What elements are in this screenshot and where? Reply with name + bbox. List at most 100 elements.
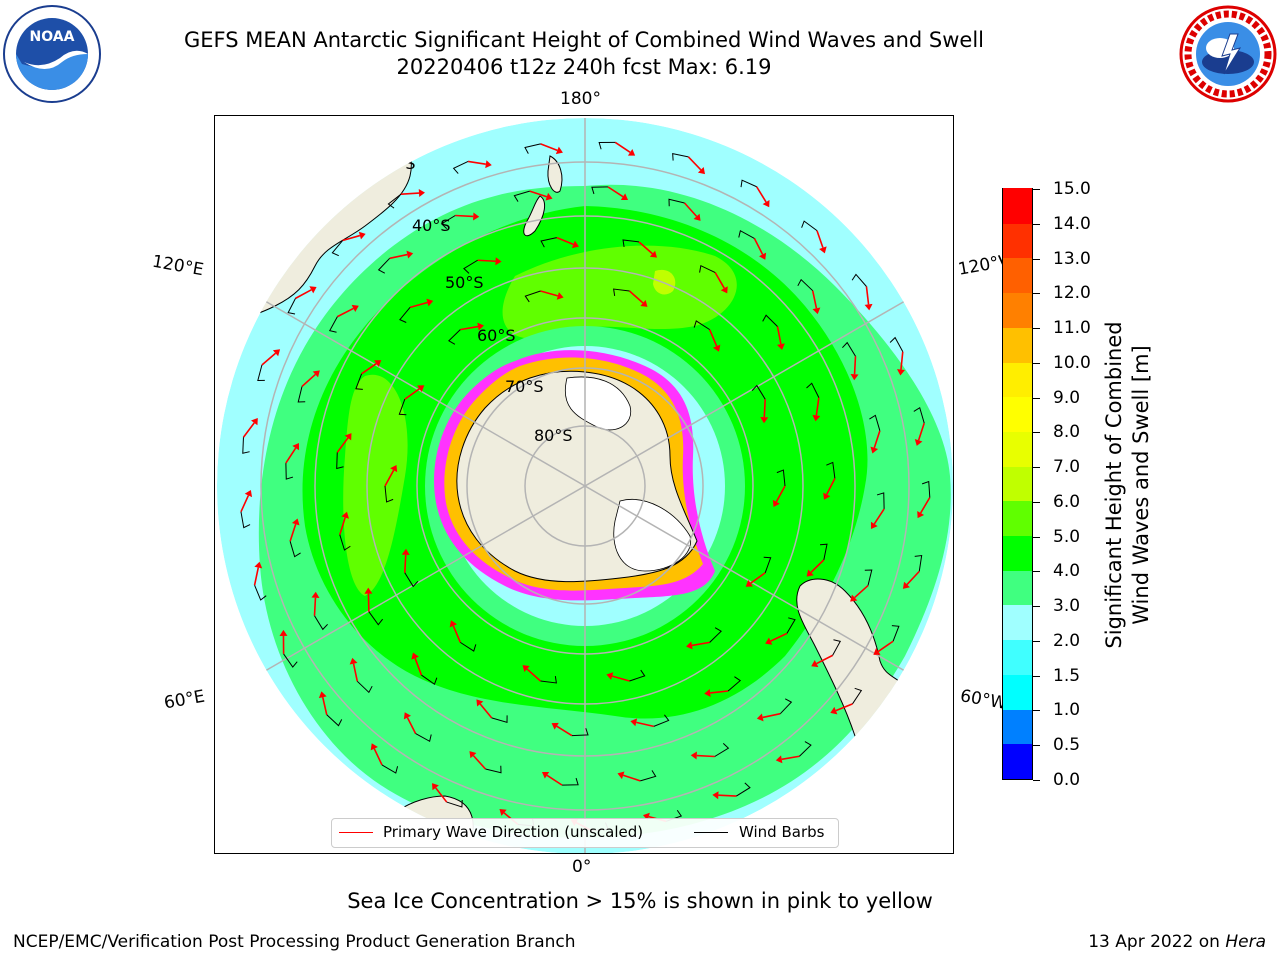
colorbar-tick-label: 13.0	[1053, 248, 1091, 269]
antarctic-wave-height-map: 30°S 40°S 50°S 60°S 70°S 80°S	[214, 115, 954, 854]
colorbar-tick-label: 14.0	[1053, 213, 1091, 234]
wave-direction-arrowhead	[374, 360, 382, 367]
wave-direction-arrowhead	[370, 743, 378, 751]
wave-direction-arrow	[683, 202, 698, 217]
legend-wave-direction-label: Primary Wave Direction (unscaled)	[383, 823, 644, 841]
colorbar-segment	[1003, 500, 1032, 537]
lat-label-40s: 40°S	[412, 216, 451, 235]
wave-direction-arrow	[628, 290, 644, 304]
wave-direction-arrow	[776, 326, 782, 345]
wave-direction-arrowhead	[812, 414, 821, 422]
wave-direction-arrow	[900, 351, 904, 370]
wave-direction-arrowhead	[522, 665, 530, 673]
footer-left: NCEP/EMC/Verification Post Processing Pr…	[13, 932, 576, 952]
wave-direction-arrowhead	[341, 511, 349, 519]
wave-direction-arrow	[854, 584, 869, 599]
wind-barb	[326, 714, 343, 727]
wind-barb	[851, 273, 867, 287]
wave-direction-arrow	[906, 570, 920, 586]
wave-direction-arrowhead	[485, 160, 492, 169]
wave-direction-arrowhead	[756, 713, 764, 722]
colorbar-tick-label: 1.0	[1053, 700, 1081, 721]
wind-barb	[446, 799, 463, 808]
colorbar-tick-label: 10.0	[1053, 352, 1091, 373]
wave-direction-arrow	[873, 430, 881, 449]
wind-barb	[289, 541, 301, 558]
wave-direction-arrow	[762, 712, 781, 719]
colorbar-tick	[1033, 432, 1040, 434]
wave-direction-arrowhead	[819, 246, 827, 254]
wave-direction-arrow	[400, 192, 420, 195]
wind-barb	[356, 680, 373, 694]
wind-barb	[540, 237, 557, 248]
wave-direction-arrow	[467, 160, 486, 165]
wave-direction-arrowhead	[403, 712, 412, 720]
wave-direction-arrowhead	[896, 369, 905, 376]
wind-barb	[864, 569, 873, 586]
wave-direction-arrow	[409, 301, 428, 309]
wave-direction-arrowhead	[873, 648, 881, 655]
wind-barb	[727, 676, 742, 692]
wave-direction-arrowhead	[551, 722, 559, 730]
wave-direction-arrowhead	[850, 594, 858, 602]
wave-direction-arrow	[336, 437, 349, 453]
colorbar-tick	[1033, 258, 1040, 260]
wave-direction-arrowhead	[830, 706, 838, 715]
wind-barb	[415, 733, 432, 743]
wave-direction-arrowhead	[870, 521, 878, 530]
wave-direction-arrowhead	[417, 385, 425, 392]
wave-direction-arrow	[691, 641, 710, 647]
wave-direction-arrowhead	[720, 286, 728, 294]
wave-direction-arrow	[763, 399, 766, 418]
wave-direction-arrow	[710, 690, 729, 694]
wave-direction-arrow	[546, 774, 563, 786]
wave-direction-arrow	[750, 572, 766, 584]
wave-direction-arrow	[406, 717, 417, 734]
wave-direction-arrowhead	[279, 629, 288, 636]
colorbar-tick	[1033, 571, 1040, 573]
wave-direction-arrowhead	[630, 718, 638, 727]
wave-direction-arrowhead	[556, 292, 564, 300]
colorbar-segment	[1003, 431, 1032, 467]
colorbar-segment	[1003, 223, 1032, 259]
lat-label-80s: 80°S	[534, 426, 573, 445]
wave-direction-arrow	[373, 748, 383, 766]
colorbar-segment	[1003, 674, 1032, 710]
map-subtitle: 20220406 t12z 240h fcst Max: 6.19	[396, 55, 772, 79]
wind-barb	[629, 669, 646, 682]
wind-barb	[653, 714, 670, 727]
wave-direction-arrowhead	[411, 652, 419, 660]
wind-barb	[387, 193, 402, 209]
wind-barb	[598, 141, 616, 150]
wave-direction-arrowhead	[476, 699, 484, 707]
wind-barb	[693, 320, 710, 331]
wave-direction-arrow	[755, 186, 767, 203]
colorbar-tick	[1033, 745, 1040, 747]
wind-barb	[914, 554, 923, 572]
wind-barb	[738, 229, 755, 239]
wind-barb	[287, 298, 296, 315]
wind-barb	[672, 152, 689, 161]
wind-barb	[842, 341, 856, 357]
colorbar	[1002, 188, 1033, 780]
svg-text:NOAA: NOAA	[30, 29, 75, 45]
wind-barb	[797, 278, 814, 292]
wave-direction-arrowhead	[291, 518, 300, 526]
wave-direction-arrowhead	[272, 349, 281, 357]
wave-direction-arrowhead	[358, 231, 366, 240]
wave-direction-arrow	[404, 388, 420, 400]
wave-direction-arrows	[240, 141, 931, 832]
wave-direction-arrow	[242, 422, 255, 438]
wind-barb	[832, 639, 842, 656]
wave-direction-arrowhead	[806, 569, 814, 577]
wave-direction-arrow	[472, 755, 487, 770]
colorbar-segment	[1003, 292, 1032, 328]
colorbar-segment	[1003, 604, 1032, 641]
wave-direction-arrow	[240, 495, 250, 513]
wave-direction-arrow	[540, 290, 559, 297]
colorbar-tick	[1033, 362, 1040, 364]
wave-direction-arrow	[714, 272, 725, 289]
wave-direction-arrowhead	[864, 303, 873, 311]
wind-barb	[779, 698, 793, 715]
wave-direction-arrow	[313, 597, 317, 616]
